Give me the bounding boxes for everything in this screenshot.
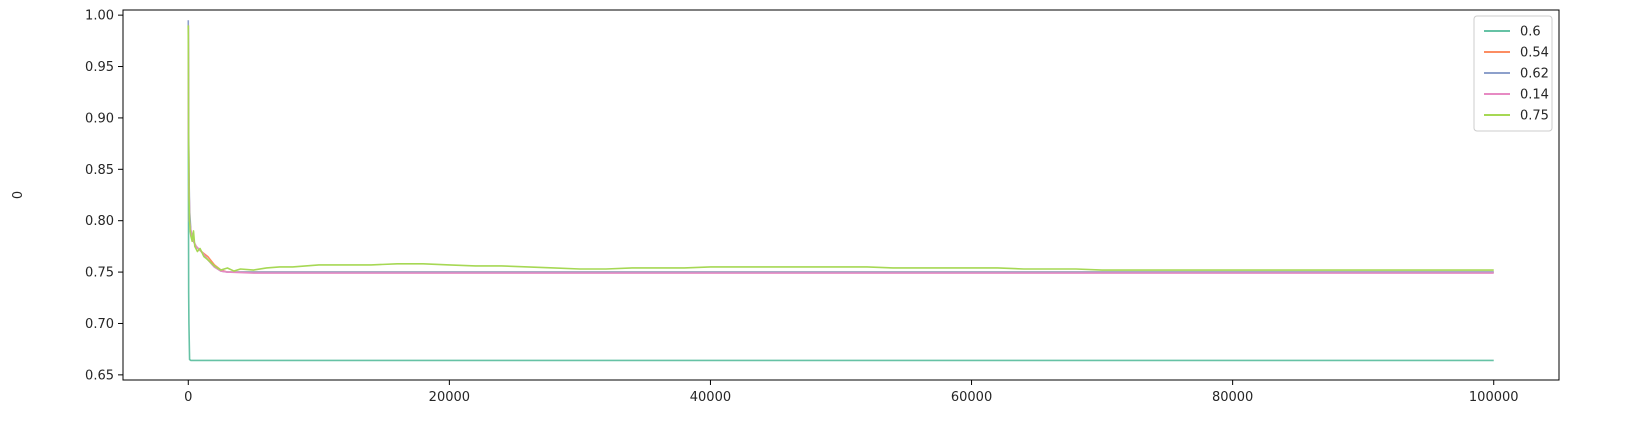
x-tick-label: 100000 [1469,390,1519,405]
series-line-4 [187,25,1494,272]
y-axis-label: 0 [11,191,26,199]
y-tick-label: 1.00 [85,9,114,24]
legend-label: 0.6 [1520,25,1541,40]
legend-label: 0.62 [1520,67,1549,82]
legend-label: 0.14 [1520,88,1549,103]
plot-frame [122,9,1560,381]
y-tick-label: 0.70 [85,317,114,332]
x-axis: 0 20000 40000 60000 80000 100000 [184,380,1519,405]
x-tick-label: 80000 [1212,390,1253,405]
x-tick-label: 60000 [951,390,992,405]
legend-label: 0.54 [1520,46,1549,61]
legend-label: 0.75 [1520,109,1549,124]
legend-box [1473,15,1553,132]
y-axis: 0.65 0.70 0.75 0.80 0.85 0.90 0.95 1.00 [85,9,123,383]
x-tick-label: 40000 [690,390,731,405]
x-tick-label: 0 [184,390,192,405]
y-tick-label: 0.65 [85,368,114,383]
legend: 0.6 0.54 0.62 0.14 0.75 [1473,15,1553,132]
x-tick-label: 20000 [429,390,470,405]
y-tick-label: 0.85 [85,163,114,178]
y-tick-label: 0.95 [85,60,114,75]
y-tick-label: 0.80 [85,214,114,229]
plot-area [187,20,1494,362]
y-tick-label: 0.75 [85,266,114,281]
y-tick-label: 0.90 [85,111,114,126]
